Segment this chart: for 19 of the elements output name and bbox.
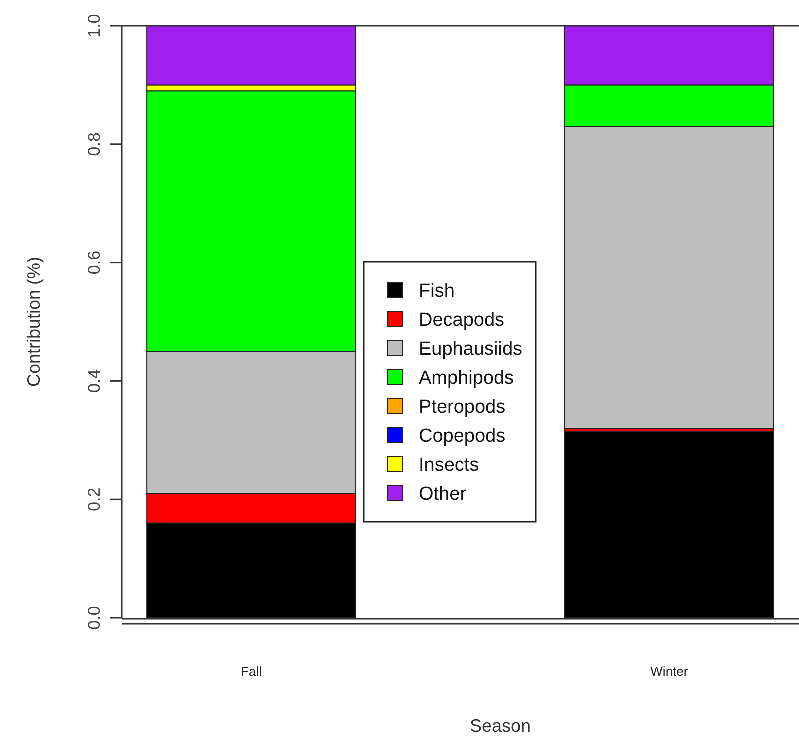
- legend-label: Euphausiids: [419, 339, 523, 360]
- y-tick-label: 0.8: [85, 132, 104, 156]
- legend-label: Other: [419, 484, 468, 505]
- legend-label: Fish: [419, 281, 455, 302]
- y-tick-label: 0.0: [85, 606, 104, 630]
- x-tick-label: Fall: [241, 664, 262, 679]
- bar: [564, 431, 774, 618]
- y-tick-label: 0.4: [85, 369, 104, 394]
- y-tick-label: 1.0: [85, 14, 104, 38]
- legend-label: Pteropods: [419, 397, 506, 418]
- x-tick-label: Winter: [650, 664, 689, 679]
- y-tick-label: 0.2: [85, 488, 104, 512]
- y-tick-label: 0.6: [85, 250, 104, 275]
- y-axis-title: Contribution (%): [24, 256, 44, 388]
- legend-label: Amphipods: [419, 368, 514, 389]
- legend-label: Insects: [419, 455, 480, 476]
- legend-label: Copepods: [419, 426, 506, 447]
- x-axis-title: Season: [470, 716, 532, 736]
- legend-label: Decapods: [419, 310, 505, 331]
